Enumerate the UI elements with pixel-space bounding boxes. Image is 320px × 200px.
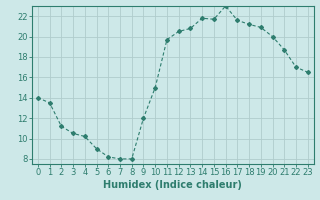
X-axis label: Humidex (Indice chaleur): Humidex (Indice chaleur) — [103, 180, 242, 190]
